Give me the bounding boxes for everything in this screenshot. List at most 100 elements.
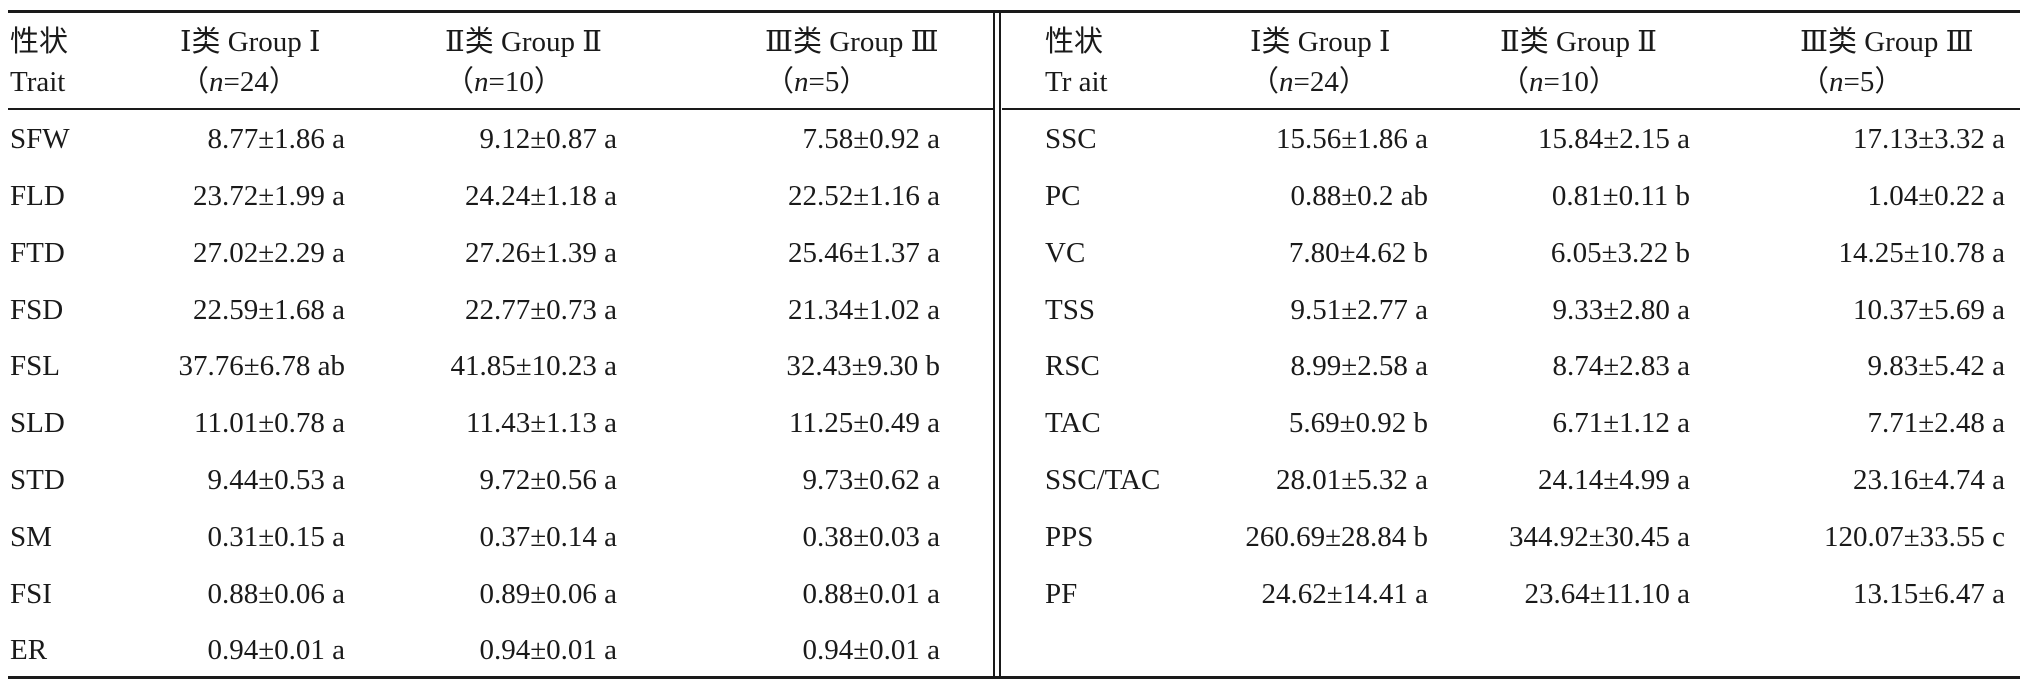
n-value: =24） (223, 66, 298, 98)
right-header-1-line2: （n=24） (1250, 62, 1368, 102)
left-value-cell: 0.38±0.03 a (802, 521, 940, 553)
top-rule (8, 10, 2020, 13)
n-symbol: n (209, 66, 224, 98)
right-trait-tac: TAC (1045, 407, 1101, 439)
right-value-cell: 24.62±14.41 a (1261, 578, 1428, 610)
left-header-1-line2: （n=24） (180, 62, 298, 102)
paren-open: （ (1500, 66, 1530, 98)
n-symbol: n (794, 66, 809, 98)
right-value-cell: 8.74±2.83 a (1552, 350, 1690, 382)
n-value: =24） (1293, 66, 1368, 98)
left-value-cell: 27.26±1.39 a (464, 237, 617, 269)
right-value-cell: 8.99±2.58 a (1290, 350, 1428, 382)
right-value-cell: 10.37±5.69 a (1852, 294, 2005, 326)
right-header-0-line1: 性状 (1045, 26, 1104, 58)
left-trait-sm: SM (10, 521, 52, 553)
right-value-cell: 260.69±28.84 b (1245, 521, 1428, 553)
left-header-2-line2: （n=10） (445, 62, 563, 102)
right-value-cell: 0.88±0.2 ab (1290, 180, 1428, 212)
right-value-cell: 120.07±33.55 c (1823, 521, 2005, 553)
left-value-cell: 11.01±0.78 a (194, 407, 345, 439)
left-trait-sfw: SFW (10, 123, 70, 155)
divider-line-2 (999, 10, 1001, 679)
left-value-cell: 22.52±1.16 a (787, 180, 940, 212)
right-value-cell: 344.92±30.45 a (1508, 521, 1690, 553)
header-rule-right (1002, 108, 2020, 110)
n-value: =10） (488, 66, 563, 98)
left-value-cell: 8.77±1.86 a (207, 123, 345, 155)
bottom-rule (8, 676, 2020, 679)
left-value-cell: 0.31±0.15 a (207, 521, 345, 553)
right-trait-pps: PPS (1045, 521, 1094, 553)
paren-open: （ (1250, 66, 1280, 98)
right-header-0-line2: Tr ait (1045, 66, 1108, 98)
left-value-cell: 25.46±1.37 a (787, 237, 940, 269)
right-value-cell: 28.01±5.32 a (1275, 464, 1428, 496)
left-value-cell: 27.02±2.29 a (192, 237, 345, 269)
left-header-1-line1: Ⅰ类 Group Ⅰ (180, 26, 321, 58)
left-trait-fsl: FSL (10, 350, 60, 382)
n-symbol: n (1279, 66, 1294, 98)
right-value-cell: 6.71±1.12 a (1552, 407, 1690, 439)
left-value-cell: 9.44±0.53 a (207, 464, 345, 496)
right-trait-pf: PF (1045, 578, 1078, 610)
right-trait-ssc: SSC (1045, 123, 1097, 155)
left-header-2-line1: Ⅱ类 Group Ⅱ (445, 26, 603, 58)
right-value-cell: 23.64±11.10 a (1524, 578, 1690, 610)
left-value-cell: 22.59±1.68 a (192, 294, 345, 326)
right-header-2-line2: （n=10） (1500, 62, 1618, 102)
right-header-3-line2: （n=5） (1800, 62, 1903, 102)
right-value-cell: 17.13±3.32 a (1852, 123, 2005, 155)
right-value-cell: 7.71±2.48 a (1867, 407, 2005, 439)
right-value-cell: 14.25±10.78 a (1838, 237, 2005, 269)
right-trait-pc: PC (1045, 180, 1081, 212)
left-value-cell: 21.34±1.02 a (787, 294, 940, 326)
right-header-2-line1: Ⅱ类 Group Ⅱ (1500, 26, 1658, 58)
right-value-cell: 24.14±4.99 a (1537, 464, 1690, 496)
left-trait-std: STD (10, 464, 65, 496)
header-rule-left (8, 108, 993, 110)
left-value-cell: 0.94±0.01 a (479, 634, 617, 666)
right-trait-vc: VC (1045, 237, 1086, 269)
right-header-1-line1: Ⅰ类 Group Ⅰ (1250, 26, 1391, 58)
left-trait-fsd: FSD (10, 294, 64, 326)
left-value-cell: 11.43±1.13 a (466, 407, 617, 439)
right-value-cell: 7.80±4.62 b (1288, 237, 1428, 269)
right-value-cell: 9.33±2.80 a (1552, 294, 1690, 326)
paren-open: （ (765, 66, 795, 98)
left-value-cell: 0.88±0.06 a (207, 578, 345, 610)
paren-open: （ (1800, 66, 1830, 98)
right-trait-rsc: RSC (1045, 350, 1100, 382)
n-symbol: n (1529, 66, 1544, 98)
n-symbol: n (1829, 66, 1844, 98)
left-value-cell: 0.37±0.14 a (479, 521, 617, 553)
right-header-3-line1: Ⅲ类 Group Ⅲ (1800, 26, 1974, 58)
right-value-cell: 15.56±1.86 a (1275, 123, 1428, 155)
left-value-cell: 23.72±1.99 a (192, 180, 345, 212)
left-header-3-line2: （n=5） (765, 62, 868, 102)
left-value-cell: 22.77±0.73 a (464, 294, 617, 326)
divider-line-1 (993, 10, 995, 679)
left-trait-fld: FLD (10, 180, 65, 212)
n-value: =10） (1543, 66, 1618, 98)
left-value-cell: 9.72±0.56 a (479, 464, 617, 496)
left-value-cell: 24.24±1.18 a (464, 180, 617, 212)
right-value-cell: 0.81±0.11 b (1551, 180, 1690, 212)
paren-open: （ (180, 66, 210, 98)
right-value-cell: 9.83±5.42 a (1867, 350, 2005, 382)
n-value: =5） (808, 66, 869, 98)
right-value-cell: 23.16±4.74 a (1852, 464, 2005, 496)
right-value-cell: 5.69±0.92 b (1288, 407, 1428, 439)
n-value: =5） (1843, 66, 1904, 98)
left-trait-ftd: FTD (10, 237, 65, 269)
right-value-cell: 1.04±0.22 a (1867, 180, 2005, 212)
left-value-cell: 41.85±10.23 a (450, 350, 617, 382)
right-trait-ssc-tac: SSC/TAC (1045, 464, 1161, 496)
left-trait-sld: SLD (10, 407, 65, 439)
left-value-cell: 0.94±0.01 a (802, 634, 940, 666)
left-value-cell: 11.25±0.49 a (789, 407, 940, 439)
left-header-0-line2: Trait (10, 66, 66, 98)
left-value-cell: 7.58±0.92 a (802, 123, 940, 155)
left-header-0-line1: 性状 (10, 26, 69, 58)
left-value-cell: 0.94±0.01 a (207, 634, 345, 666)
